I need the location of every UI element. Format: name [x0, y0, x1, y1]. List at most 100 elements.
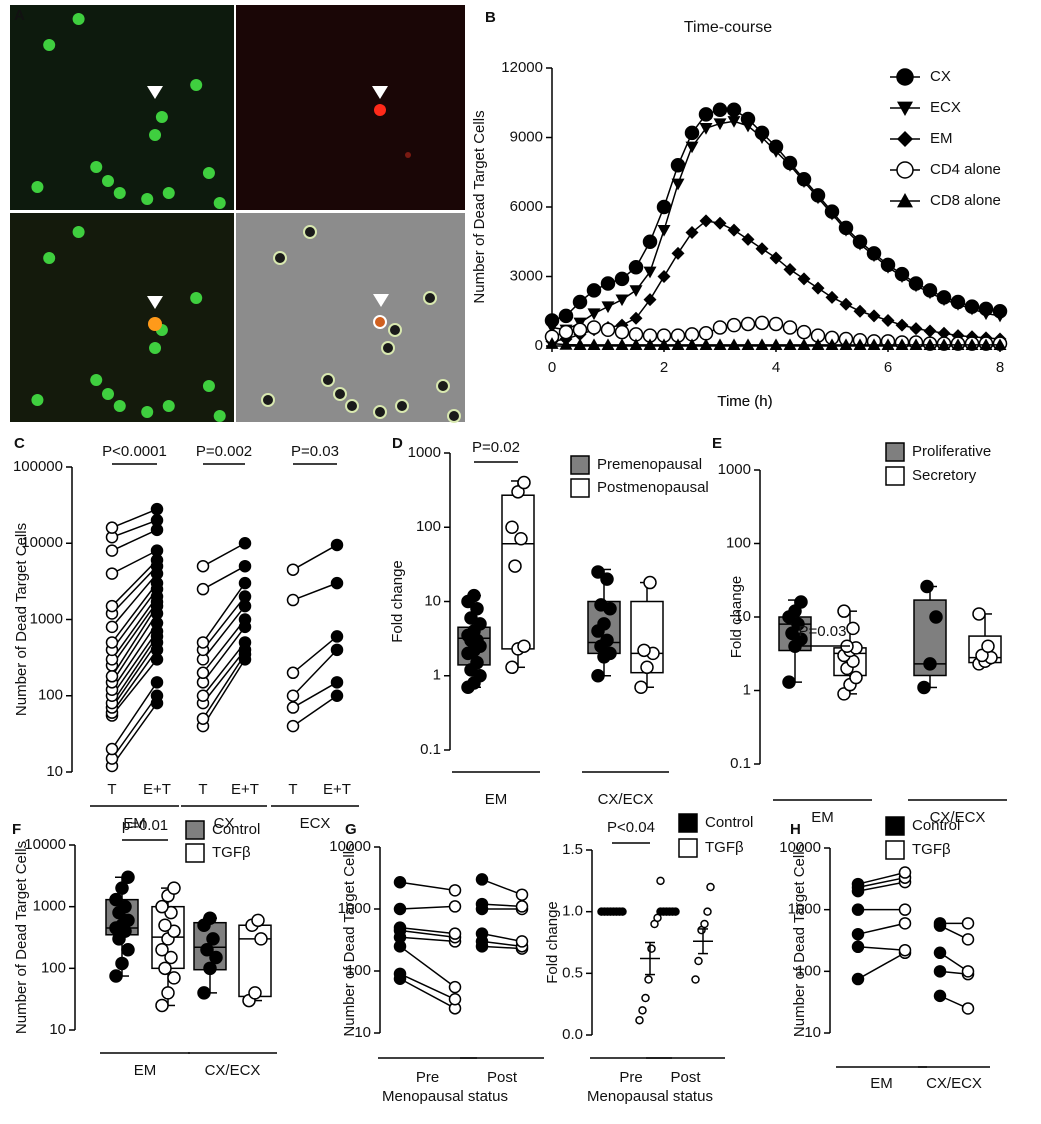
- point: [448, 884, 462, 897]
- point: [671, 246, 685, 260]
- cell: [373, 405, 387, 419]
- cell: [303, 225, 317, 239]
- panel-label: H: [790, 821, 801, 838]
- point: [825, 290, 839, 304]
- y-tick-label: 10000: [329, 838, 371, 855]
- point: [448, 900, 462, 913]
- group-label: CX: [214, 815, 235, 832]
- group-label: Post: [670, 1069, 701, 1086]
- point: [741, 338, 755, 351]
- point: [238, 576, 252, 590]
- point: [558, 308, 574, 324]
- point: [851, 940, 865, 954]
- point: [614, 324, 630, 340]
- pair-connector: [111, 588, 158, 651]
- panel-label: A: [14, 7, 25, 24]
- pair-connector: [111, 658, 158, 717]
- category-label: E+T: [231, 781, 259, 798]
- point: [155, 943, 169, 957]
- point: [975, 648, 989, 663]
- pair-connector: [202, 596, 246, 651]
- y-tick-label: 1000: [718, 461, 751, 478]
- point: [656, 876, 665, 886]
- point: [825, 338, 839, 351]
- cell: [90, 374, 103, 386]
- y-tick-label: 10000: [21, 534, 63, 551]
- cell: [202, 380, 215, 392]
- point: [238, 613, 252, 626]
- point: [923, 287, 937, 300]
- point: [796, 324, 812, 340]
- legend-label: EM: [930, 130, 953, 147]
- point: [206, 932, 220, 946]
- legend-marker: [897, 193, 913, 208]
- legend-label: CX: [930, 68, 951, 85]
- panel-label: E: [712, 435, 722, 452]
- point: [505, 520, 519, 534]
- point: [161, 986, 175, 1000]
- point: [545, 322, 559, 334]
- point: [150, 514, 164, 527]
- point: [586, 320, 602, 335]
- y-tick-label: 100: [346, 962, 371, 979]
- point: [727, 116, 741, 128]
- arrowhead: [373, 294, 389, 307]
- y-axis-label: Number of Dead Target Cells: [13, 841, 30, 1034]
- point: [470, 601, 484, 616]
- point: [797, 272, 811, 286]
- y-tick-label: 3000: [510, 267, 543, 284]
- pair-connector: [399, 945, 456, 988]
- legend-swatch: [885, 442, 905, 462]
- point: [603, 646, 617, 661]
- point: [837, 687, 851, 701]
- point: [741, 120, 755, 133]
- pair-connector: [399, 936, 456, 943]
- legend-swatch: [678, 813, 698, 833]
- point: [155, 899, 169, 914]
- cell: [113, 187, 126, 199]
- legend-swatch: [885, 840, 905, 860]
- cell: [72, 226, 85, 238]
- point: [769, 251, 783, 265]
- y-axis-label: Number of Dead Target Cells: [341, 843, 358, 1036]
- point: [105, 670, 119, 683]
- point: [898, 943, 912, 957]
- point: [286, 689, 300, 702]
- point: [788, 604, 802, 618]
- cell: [436, 379, 450, 393]
- arrowhead: [147, 86, 163, 99]
- point: [867, 338, 881, 351]
- y-axis-label: Fold change: [544, 901, 561, 984]
- cell: [388, 323, 402, 337]
- category-label: T: [107, 781, 116, 798]
- pair-connector: [111, 605, 158, 677]
- point: [196, 689, 210, 702]
- legend-marker: [896, 161, 914, 179]
- legend-label: Proliferative: [912, 443, 991, 460]
- point: [698, 107, 714, 122]
- cell: [162, 187, 175, 199]
- y-tick-label: 100000: [13, 458, 63, 475]
- point: [684, 125, 700, 141]
- point: [769, 338, 783, 351]
- point: [951, 338, 965, 351]
- point: [635, 1015, 644, 1025]
- point: [118, 899, 132, 914]
- y-tick-label: 10000: [779, 839, 821, 856]
- point: [839, 224, 853, 237]
- category-label: E+T: [143, 781, 171, 798]
- cell: [113, 400, 126, 412]
- point: [981, 639, 995, 653]
- y-axis-label: Number of Dead Target Cells: [791, 844, 808, 1037]
- cell: [273, 251, 287, 265]
- y-tick-label: 10: [804, 1024, 821, 1041]
- point: [105, 567, 119, 580]
- point: [961, 965, 975, 978]
- cell: [141, 193, 154, 205]
- pair-connector: [857, 952, 906, 980]
- point: [933, 965, 947, 978]
- cell: [333, 387, 347, 401]
- pair-connector: [111, 565, 158, 614]
- point: [851, 972, 865, 986]
